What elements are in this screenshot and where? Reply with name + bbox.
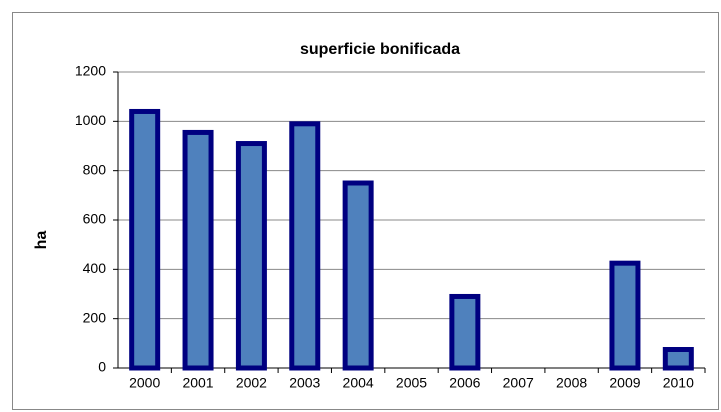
bar — [182, 129, 214, 371]
y-tick-label: 200 — [83, 309, 107, 325]
y-tick-label: 600 — [83, 211, 107, 227]
bar — [449, 293, 481, 371]
x-tick-label: 2001 — [182, 375, 213, 391]
x-tick-label: 2004 — [343, 375, 374, 391]
y-tick-label: 800 — [83, 161, 107, 177]
bar — [235, 141, 267, 371]
x-tick-label: 2010 — [663, 375, 694, 391]
x-tick-label: 2005 — [396, 375, 427, 391]
x-tick-label: 2009 — [609, 375, 640, 391]
bar — [342, 180, 374, 371]
x-tick-label: 2003 — [289, 375, 320, 391]
bar — [289, 121, 321, 371]
x-tick-label: 2002 — [236, 375, 267, 391]
y-tick-label: 1000 — [75, 112, 106, 128]
x-tick-label: 2000 — [129, 375, 160, 391]
x-tick-label: 2006 — [449, 375, 480, 391]
y-tick-label: 0 — [98, 359, 106, 375]
x-tick-label: 2008 — [556, 375, 587, 391]
chart-title: superficie bonificada — [300, 41, 460, 58]
y-tick-label: 1200 — [75, 63, 106, 79]
x-tick-label: 2007 — [503, 375, 534, 391]
bar — [662, 347, 694, 371]
bar — [609, 260, 641, 371]
bar — [129, 108, 161, 371]
y-tick-label: 400 — [83, 260, 107, 276]
y-axis-label: ha — [33, 231, 50, 250]
